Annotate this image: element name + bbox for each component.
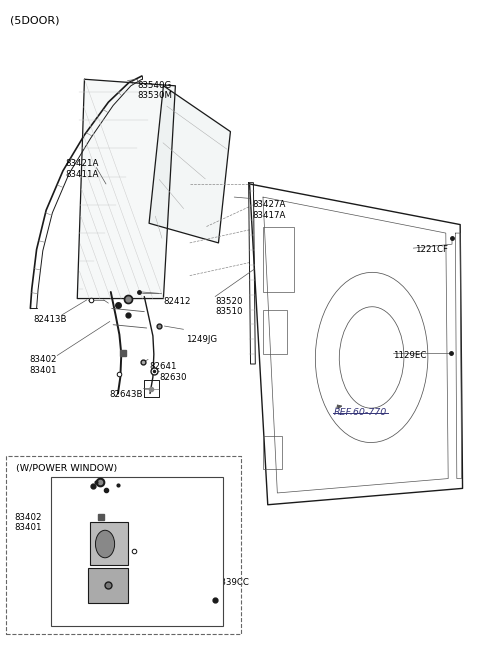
Text: 1339CC: 1339CC bbox=[215, 578, 249, 587]
Text: 98820D
98810D: 98820D 98810D bbox=[104, 595, 138, 615]
Text: 83540G
83530M: 83540G 83530M bbox=[137, 81, 172, 100]
Text: 82413B: 82413B bbox=[33, 315, 67, 324]
Text: 83427A
83417A: 83427A 83417A bbox=[252, 200, 285, 220]
Text: 1221CF: 1221CF bbox=[415, 245, 448, 254]
Ellipse shape bbox=[96, 530, 115, 558]
Bar bbox=[263, 310, 287, 354]
Polygon shape bbox=[77, 79, 175, 298]
FancyBboxPatch shape bbox=[88, 567, 128, 603]
FancyBboxPatch shape bbox=[51, 477, 223, 626]
Text: 82630: 82630 bbox=[159, 373, 187, 382]
FancyBboxPatch shape bbox=[90, 522, 128, 565]
Text: 83402
83401: 83402 83401 bbox=[29, 356, 57, 375]
Text: 82424A: 82424A bbox=[177, 545, 210, 554]
Text: 83404
83403: 83404 83403 bbox=[179, 506, 206, 525]
Text: REF.60-770: REF.60-770 bbox=[333, 408, 386, 417]
Text: 83520
83510: 83520 83510 bbox=[215, 297, 242, 316]
Bar bbox=[263, 226, 294, 292]
Bar bbox=[263, 436, 282, 469]
Polygon shape bbox=[149, 86, 230, 243]
Text: 83421A
83411A: 83421A 83411A bbox=[65, 159, 99, 178]
Text: 83402
83401: 83402 83401 bbox=[14, 512, 42, 532]
Text: 1129EC: 1129EC bbox=[393, 351, 427, 360]
Text: 82641: 82641 bbox=[149, 362, 177, 371]
Text: (W/POWER WINDOW): (W/POWER WINDOW) bbox=[16, 464, 117, 472]
Text: 1249JG: 1249JG bbox=[186, 335, 217, 344]
Text: (5DOOR): (5DOOR) bbox=[10, 15, 60, 25]
Text: 82643B: 82643B bbox=[110, 390, 144, 400]
Text: 82412: 82412 bbox=[163, 297, 191, 306]
